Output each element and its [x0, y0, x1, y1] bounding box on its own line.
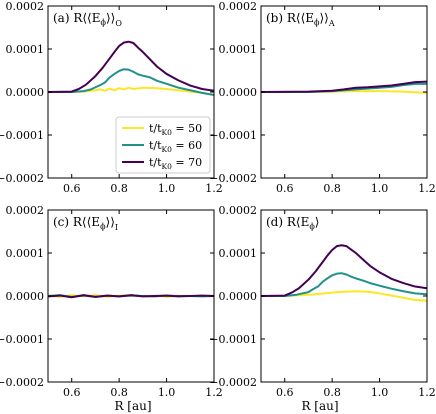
y-tick-label-a: 0.0002 — [6, 0, 45, 13]
series-line-b-3 — [261, 80, 427, 93]
panel-b: 0.6 0.8 1.0 1.2 −0.0002 −0.0001 0.0000 0.0001 0.… — [209, 0, 435, 195]
x-tick-label-a: 1.0 — [158, 182, 176, 195]
x-tick-label-c: 0.6 — [63, 386, 81, 399]
y-tick-label-d: 0.0000 — [219, 290, 258, 303]
y-tick-label-d: −0.0002 — [209, 376, 257, 389]
panel-title-d: (d) R⟨Eϕ⟩ — [266, 215, 319, 231]
x-tick-label-c: 1.0 — [158, 386, 176, 399]
legend-box — [115, 116, 211, 174]
y-tick-label-b: 0.0002 — [219, 0, 258, 13]
y-tick-label-a: −0.0002 — [0, 172, 44, 185]
x-axis-label-d: R [au] — [301, 399, 338, 413]
series-line-d-1 — [261, 290, 427, 302]
x-tick-label-d: 0.6 — [276, 386, 294, 399]
series-line-c-3 — [48, 294, 214, 299]
series-line-d-3 — [261, 244, 427, 297]
x-tick-label-a: 0.8 — [110, 182, 128, 195]
x-tick-label-c: 1.2 — [205, 386, 223, 399]
x-tick-label-b: 1.0 — [371, 182, 389, 195]
legend-entry-label: t/tK0 = 50 — [149, 122, 202, 137]
y-tick-label-a: 0.0001 — [6, 43, 45, 56]
x-tick-label-d: 0.8 — [323, 386, 341, 399]
x-tick-label-d: 1.2 — [418, 386, 436, 399]
series-line-d-2 — [261, 272, 427, 297]
legend-entry-label: t/tK0 = 60 — [149, 139, 202, 154]
panel-title-a: (a) R⟨⟨Eϕ⟩⟩O — [53, 11, 122, 28]
legend: t/tK0 = 50 t/tK0 = 60 t/tK0 = 70 — [115, 116, 211, 174]
y-tick-label-d: 0.0001 — [219, 247, 258, 260]
series-line-a-2 — [48, 68, 214, 96]
x-axis-label-c: R [au] — [114, 399, 151, 413]
y-tick-label-a: −0.0001 — [0, 129, 44, 142]
x-tick-label-d: 1.0 — [371, 386, 389, 399]
x-tick-label-b: 0.6 — [276, 182, 294, 195]
x-tick-label-c: 0.8 — [110, 386, 128, 399]
panel-d: 0.6 0.8 1.0 1.2 −0.0002 −0.0001 0.0000 0.0001 0.… — [209, 204, 435, 399]
y-tick-label-c: −0.0002 — [0, 376, 44, 389]
y-tick-label-b: 0.0000 — [219, 86, 258, 99]
panel-title-b: (b) R⟨⟨Eϕ⟩⟩A — [266, 11, 335, 28]
series-line-a-3 — [48, 40, 214, 93]
x-tick-label-a: 0.6 — [63, 182, 81, 195]
x-tick-label-b: 1.2 — [418, 182, 436, 195]
panel-a: 0.6 0.8 1.0 1.2 −0.0002 −0.0001 0.0000 0.0001 0.… — [0, 0, 223, 195]
y-tick-label-d: 0.0002 — [219, 204, 258, 217]
panel-c: 0.6 0.8 1.0 1.2 −0.0002 −0.0001 0.0000 0.0001 0.… — [0, 204, 223, 399]
y-tick-label-c: 0.0000 — [6, 290, 45, 303]
x-tick-label-b: 0.8 — [323, 182, 341, 195]
y-tick-label-b: −0.0001 — [209, 129, 257, 142]
y-tick-label-d: −0.0001 — [209, 333, 257, 346]
y-tick-label-c: 0.0001 — [6, 247, 45, 260]
x-tick-label-a: 1.2 — [205, 182, 223, 195]
panel-title-c: (c) R⟨⟨Eϕ⟩⟩I — [53, 215, 118, 232]
legend-entry-label: t/tK0 = 70 — [149, 156, 202, 171]
y-tick-label-b: 0.0001 — [219, 43, 258, 56]
series-line-a-1 — [48, 86, 214, 96]
y-tick-label-c: −0.0001 — [0, 333, 44, 346]
y-tick-label-c: 0.0002 — [6, 204, 45, 217]
y-tick-label-b: −0.0002 — [209, 172, 257, 185]
y-tick-label-a: 0.0000 — [6, 86, 45, 99]
